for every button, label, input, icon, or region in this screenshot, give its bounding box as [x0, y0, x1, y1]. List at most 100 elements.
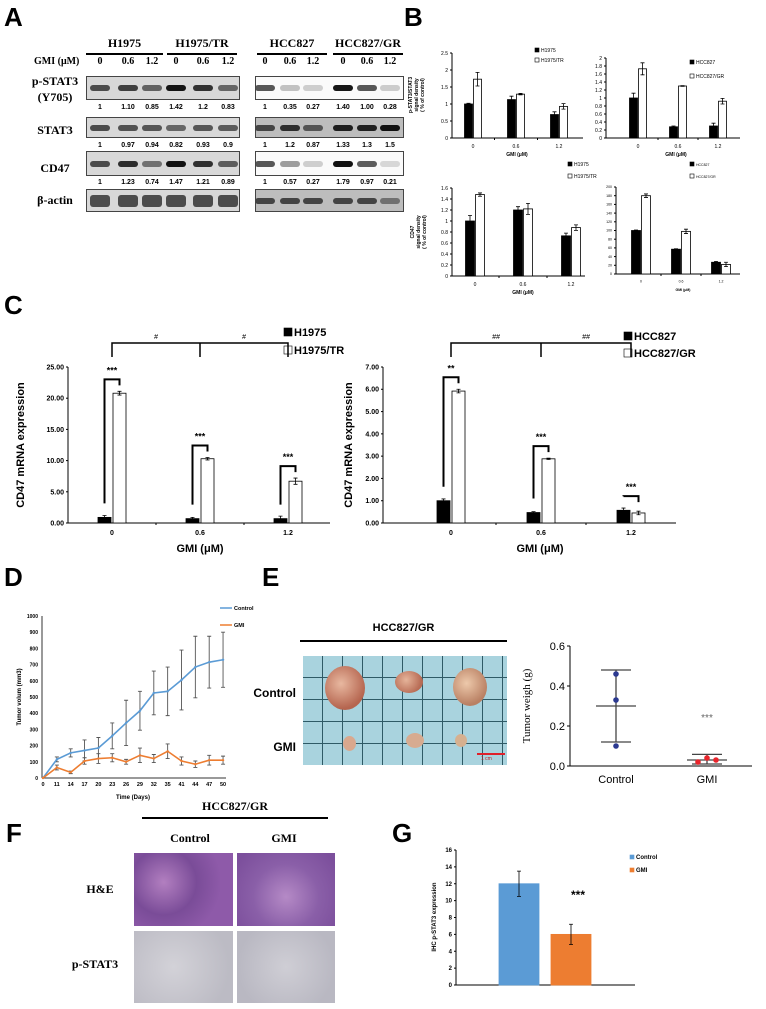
band-quantification: 1 [98, 179, 102, 186]
error-bar [117, 390, 122, 396]
legend-label: H1975/TR [541, 58, 564, 64]
legend-swatch [689, 73, 695, 79]
protein-band [166, 124, 186, 131]
data-point [97, 746, 100, 750]
y-tick-label: 0.4 [441, 252, 448, 258]
band-quantification: 0.21 [383, 179, 397, 186]
error-bar [634, 229, 638, 232]
error-bar [478, 192, 482, 197]
gmi-dose-label: GMI (μM) [34, 56, 80, 67]
protein-band [218, 194, 238, 207]
protein-band [90, 124, 110, 131]
protein-band [118, 124, 138, 131]
band-quantification: 1.3 [362, 142, 372, 149]
tumor-gmi-3 [455, 734, 467, 747]
y-tick-label: 0.6 [595, 112, 602, 118]
band-quantification: 1.10 [121, 104, 135, 111]
y-tick-label: 1.4 [441, 197, 448, 203]
band-quantification: 0.93 [196, 142, 210, 149]
data-point [613, 671, 619, 677]
legend-label: HCC827/GR [696, 74, 724, 80]
y-tick-label: 1.6 [595, 72, 602, 78]
protein-band [280, 124, 300, 131]
group-significance-label: # [242, 334, 246, 341]
data-point [111, 756, 114, 759]
bar-hcc827-gr [641, 195, 651, 275]
row-label-pstat3: p-STAT3 (Y705) [15, 73, 95, 105]
x-axis-label: GMI (μM) [516, 543, 563, 555]
x-tick-label: 47 [206, 782, 212, 788]
bar-h1975 [465, 220, 475, 277]
data-point [194, 763, 197, 766]
x-tick-label: 23 [109, 782, 115, 788]
scale-bar-label: 1 cm [481, 756, 492, 762]
x-tick-label: 0 [449, 530, 453, 537]
band-quantification: 0.97 [121, 142, 135, 149]
y-tick-label: 160 [606, 203, 612, 207]
y-tick-label: 5.00 [50, 489, 64, 496]
bar-hcc827-gr [681, 230, 691, 275]
dose-label: 0 [262, 56, 268, 67]
legend-swatch [629, 867, 635, 873]
data-point [221, 758, 225, 762]
tumor-row-label-gmi: GMI [273, 740, 296, 754]
band-quantification: 1.21 [196, 179, 210, 186]
y-tick-label: 2 [449, 966, 453, 972]
y-tick-label: 80 [608, 237, 612, 241]
blot-right-1 [255, 117, 404, 138]
data-point [69, 771, 72, 774]
legend-label: H1975 [574, 162, 589, 168]
x-tick-label: 1.2 [719, 280, 724, 284]
legend-label: HCC827/GR [696, 175, 716, 179]
x-tick-label: 0.6 [679, 280, 684, 284]
protein-band [142, 85, 162, 91]
significance-label: *** [536, 432, 547, 442]
y-tick-label: 0 [610, 272, 612, 276]
y-tick-label: 3.00 [365, 454, 379, 461]
x-tick-label: 29 [137, 782, 143, 788]
y-tick-label: 500 [30, 695, 39, 701]
y-tick-label: 0 [449, 983, 453, 989]
x-tick-label: 32 [151, 782, 157, 788]
y-tick-label: 0.8 [441, 230, 448, 236]
y-tick-label: 200 [606, 185, 612, 189]
protein-band [118, 85, 138, 91]
legend-swatch [534, 57, 540, 63]
bar-hcc827 [436, 500, 451, 524]
y-axis-label: CD47 mRNA expression [15, 382, 27, 508]
ihc-col-control: Control [170, 831, 210, 845]
band-quantification: 1 [98, 104, 102, 111]
ihc-row-he: H&E [86, 882, 114, 896]
bar-hcc827 [629, 97, 638, 139]
protein-band [256, 124, 275, 131]
y-tick-label: 800 [30, 646, 39, 652]
y-tick-label: 0.00 [50, 520, 64, 527]
y-tick-label: 0.4 [595, 120, 602, 126]
D-tumor-volume-chart: 0 100 200 300 400 500 600 700 800 900 1000 0 11 14 17 2… [17, 606, 254, 801]
protein-band [90, 194, 110, 207]
y-tick-label: 100 [606, 229, 612, 233]
panel-label-f: F [6, 818, 22, 848]
error-bar [684, 228, 688, 234]
x-tick-label: 1.2 [715, 144, 722, 150]
legend-label: Control [234, 606, 254, 612]
significance-bracket [191, 444, 209, 505]
protein-band [90, 85, 110, 91]
protein-band [280, 160, 300, 167]
y-tick-label: 100 [30, 760, 39, 766]
data-point [152, 691, 155, 695]
C-h1975-chart: 0.00 5.00 10.00 15.00 20.00 25.00 0 0.6 1.2 H1975… [15, 327, 344, 555]
x-tick-label: 20 [95, 782, 101, 788]
data-point [695, 759, 701, 765]
group-significance-label: ## [582, 334, 590, 341]
y-tick-label: 700 [30, 663, 39, 669]
protein-band [142, 160, 162, 167]
x-tick-label: 0.6 [513, 144, 520, 150]
significance-bracket [103, 378, 121, 504]
x-tick-label: 41 [178, 782, 184, 788]
protein-band [303, 124, 323, 131]
data-point [111, 734, 114, 738]
tumor-control-3 [453, 668, 487, 706]
y-tick-label: 400 [30, 711, 39, 717]
